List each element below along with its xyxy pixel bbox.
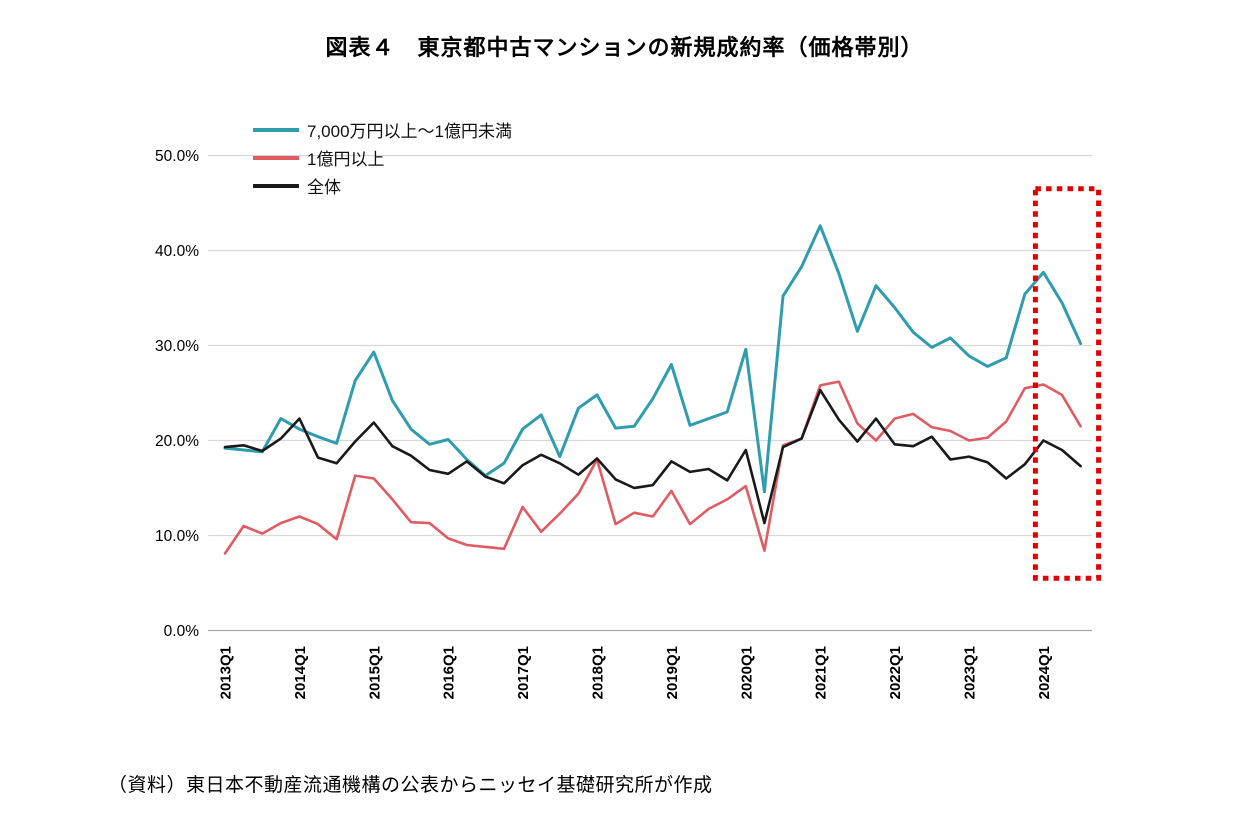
highlight-box xyxy=(1032,186,1102,581)
series-line-1 xyxy=(223,380,1082,555)
legend-label: 1億円以上 xyxy=(307,150,385,169)
legend-label: 全体 xyxy=(307,178,341,197)
y-tick-label: 20.0% xyxy=(155,433,199,450)
x-tick-label: 2017Q1 xyxy=(515,646,532,699)
legend-line-teal-icon xyxy=(253,127,299,132)
x-tick-label: 2016Q1 xyxy=(441,646,458,699)
y-tick-label: 10.0% xyxy=(155,528,199,545)
x-tick-label: 2019Q1 xyxy=(664,646,681,699)
legend-line-red-icon xyxy=(253,155,299,160)
x-tick-label: 2022Q1 xyxy=(887,646,904,699)
series-line-2 xyxy=(223,388,1082,525)
y-tick-label: 50.0% xyxy=(155,148,199,165)
x-tick-label: 2023Q1 xyxy=(962,646,979,699)
x-tick-label: 2020Q1 xyxy=(738,646,755,699)
legend-item-1oku-over: 1億円以上 xyxy=(253,146,512,169)
x-tick-label: 2021Q1 xyxy=(813,646,830,699)
x-tick-label: 2024Q1 xyxy=(1036,646,1053,699)
series-line-0 xyxy=(223,224,1083,494)
x-tick-label: 2014Q1 xyxy=(292,646,309,699)
source-note: （資料）東日本不動産流通機構の公表からニッセイ基礎研究所が作成 xyxy=(108,775,713,796)
y-tick-label: 30.0% xyxy=(155,338,199,355)
x-tick-label: 2018Q1 xyxy=(590,646,607,699)
y-tick-label: 40.0% xyxy=(155,243,199,260)
legend-item-7000man-band: 7,000万円以上～1億円未満 xyxy=(253,118,512,141)
legend-item-total: 全体 xyxy=(253,174,512,197)
x-tick-label: 2013Q1 xyxy=(218,646,235,699)
chart-title: 図表４ 東京都中古マンションの新規成約率（価格帯別） xyxy=(325,35,924,60)
legend-line-black-icon xyxy=(253,183,299,188)
y-tick-label: 0.0% xyxy=(164,623,200,640)
chart-legend: 7,000万円以上～1億円未満 1億円以上 全体 xyxy=(253,118,512,197)
x-tick-label: 2015Q1 xyxy=(366,646,383,699)
legend-label: 7,000万円以上～1億円未満 xyxy=(307,122,512,141)
